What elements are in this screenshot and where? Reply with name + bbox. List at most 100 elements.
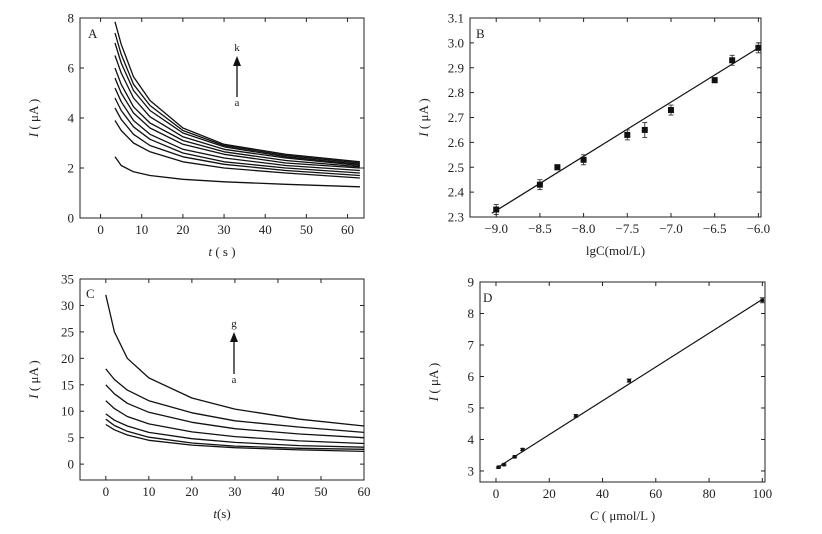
y-tick-label: 2.9	[448, 60, 464, 75]
panel-letter: C	[86, 286, 95, 301]
plot-frame	[79, 278, 365, 481]
y-tick-label: 35	[61, 272, 74, 287]
series-line	[114, 42, 360, 165]
panel-letter: A	[88, 26, 98, 41]
data-point	[641, 126, 648, 133]
panel-letter: B	[476, 26, 485, 41]
x-tick-label: 20	[176, 222, 189, 237]
x-tick-label: −7.0	[659, 221, 683, 236]
x-tick-label: −8.0	[572, 221, 596, 236]
series-line	[114, 21, 360, 163]
y-tick-label: 2.5	[448, 160, 464, 175]
y-tick-label: 4	[68, 111, 75, 126]
y-tick-label: 10	[61, 404, 74, 419]
x-tick-label: 10	[135, 222, 148, 237]
fit-line	[491, 47, 759, 214]
series-line	[105, 423, 365, 453]
x-axis-label: t(s)	[213, 506, 230, 521]
data-point	[536, 181, 543, 188]
series-line	[114, 67, 360, 168]
y-tick-label: 6	[468, 369, 475, 384]
y-tick-label: 25	[61, 324, 74, 339]
y-axis-label: I ( μA )	[416, 98, 431, 137]
data-point	[624, 131, 631, 138]
y-tick-label: 4	[468, 432, 475, 447]
series-line	[105, 368, 365, 434]
y-tick-label: 30	[61, 298, 74, 313]
panel-b: B −9.0 −8.5 −8.0 −7.5 −7.0 −6.5 −6.0 2.3 2.4 2.5 2.…	[416, 11, 770, 259]
x-tick-label: −6.0	[747, 221, 771, 236]
data-point	[760, 298, 765, 303]
trend-arrow-head	[230, 332, 238, 342]
data-point	[520, 447, 525, 452]
panel-a: A 0 10 20 30 40 50 60 0 2 4 6 8 t ( s ) I ( μA ) k a	[26, 11, 365, 259]
y-tick-label: 9	[468, 275, 475, 290]
x-axis-label: t ( s )	[208, 244, 235, 259]
x-tick-label: 50	[314, 484, 327, 499]
y-tick-label: 8	[68, 11, 75, 26]
panel-d: D 0 20 40 60 80 100 3 4 5 6 7 8 9 C ( μmol/L ) I ( μA )	[426, 275, 772, 524]
arrow-start-label: a	[232, 374, 237, 386]
x-tick-label: 0	[103, 484, 110, 499]
trend-arrow-head	[233, 56, 241, 66]
series-line	[114, 107, 360, 177]
y-tick-label: 3.1	[448, 11, 464, 26]
y-tick-label: 0	[68, 457, 75, 472]
series-line	[114, 120, 360, 179]
panel-c: C 0 10 20 30 40 50 60 0 5 10 15 20 25 30 35 t(s) I ( μA )…	[26, 272, 371, 522]
arrow-end-label: g	[231, 318, 237, 330]
y-tick-label: 2.6	[448, 135, 465, 150]
y-tick-label: 6	[68, 61, 75, 76]
data-point	[580, 156, 587, 163]
data-point	[502, 462, 506, 467]
data-point	[627, 378, 631, 383]
series-line	[105, 294, 365, 427]
y-tick-label: 0	[68, 211, 75, 226]
x-tick-label: 100	[753, 486, 773, 501]
data-point	[667, 107, 674, 114]
series-line	[105, 418, 365, 450]
plot-frame	[469, 17, 762, 218]
x-axis-label: lgC(mol/L)	[586, 243, 645, 258]
x-tick-label: −6.5	[703, 221, 727, 236]
x-tick-label: 20	[185, 484, 198, 499]
series-line	[114, 55, 360, 167]
x-axis-label: C ( μmol/L )	[590, 508, 655, 523]
x-tick-label: 30	[228, 484, 241, 499]
series-line	[105, 413, 365, 448]
arrow-start-label: a	[235, 97, 240, 109]
data-point	[729, 57, 736, 64]
series-line	[105, 384, 365, 439]
y-tick-label: 2.4	[448, 185, 465, 200]
arrow-end-label: k	[234, 42, 240, 54]
series-line	[114, 87, 360, 172]
data-point	[496, 465, 501, 469]
x-tick-label: −7.5	[616, 221, 640, 236]
x-tick-label: 60	[341, 222, 354, 237]
x-tick-label: 10	[142, 484, 155, 499]
data-point	[554, 164, 561, 171]
y-tick-label: 8	[468, 306, 475, 321]
data-point	[512, 455, 517, 459]
y-tick-label: 2.3	[448, 210, 464, 225]
series-line	[105, 400, 365, 445]
plot-frame	[479, 281, 766, 483]
data-point	[574, 414, 578, 418]
y-axis-label: I ( μA )	[26, 360, 41, 399]
y-tick-label: 15	[61, 377, 74, 392]
x-tick-label: 0	[493, 486, 500, 501]
x-tick-label: −8.5	[528, 221, 552, 236]
x-tick-label: 60	[649, 486, 662, 501]
panel-letter: D	[483, 290, 492, 305]
y-tick-label: 5	[68, 430, 75, 445]
x-tick-label: 30	[218, 222, 231, 237]
y-tick-label: 3	[468, 463, 475, 478]
y-tick-label: 2.7	[448, 110, 465, 125]
data-point	[755, 44, 762, 51]
y-tick-label: 5	[468, 400, 475, 415]
x-tick-label: 40	[259, 222, 272, 237]
x-tick-label: 20	[543, 486, 556, 501]
fit-line	[495, 298, 763, 469]
y-tick-label: 2	[68, 161, 75, 176]
